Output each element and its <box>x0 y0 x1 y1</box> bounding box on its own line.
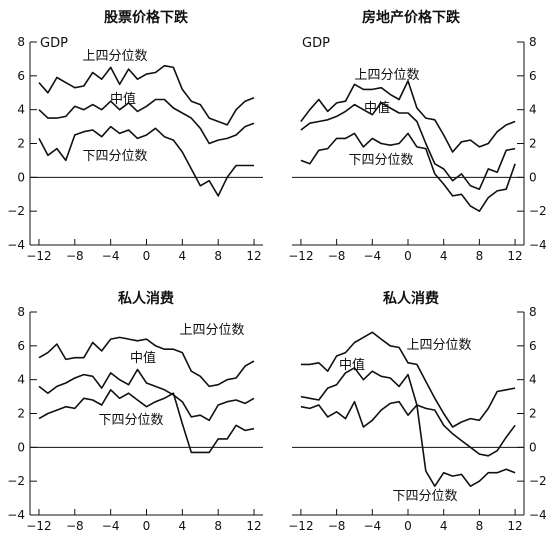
lower-quartile-label: 下四分位数 <box>348 153 413 168</box>
upper-quartile-label: 上四分位数 <box>179 323 244 338</box>
y-tick-label: 4 <box>17 373 25 387</box>
x-tick-label: −12 <box>26 519 51 533</box>
upper-quartile-line <box>300 331 516 428</box>
upper-quartile-line <box>300 80 516 153</box>
median-line <box>38 368 255 422</box>
x-tick-label: −12 <box>288 519 313 533</box>
x-tick-label: −4 <box>102 519 120 533</box>
upper-quartile-label: 上四分位数 <box>354 68 419 83</box>
x-tick-label: 8 <box>214 519 222 533</box>
y-tick-label: −4 <box>529 508 547 522</box>
x-tick-label: 12 <box>246 519 261 533</box>
panel-title: 股票价格下跌 <box>104 9 189 26</box>
median-label: 中值 <box>130 350 156 366</box>
y-tick-label: 2 <box>529 407 537 421</box>
y-tick-label: −2 <box>529 474 547 488</box>
x-tick-label: 4 <box>179 519 187 533</box>
median-line <box>300 102 516 190</box>
x-tick-label: −12 <box>288 249 313 263</box>
x-tick-label: 0 <box>404 519 412 533</box>
x-tick-label: −4 <box>363 249 381 263</box>
y-tick-label: −2 <box>7 474 25 488</box>
lower-quartile-label: 下四分位数 <box>82 149 147 164</box>
x-tick-label: 8 <box>476 519 484 533</box>
x-tick-label: 12 <box>246 249 261 263</box>
median-label: 中值 <box>110 91 136 107</box>
panel-title: 房地产价格下跌 <box>362 9 461 26</box>
y-tick-label: 0 <box>529 170 537 184</box>
upper-quartile-label: 上四分位数 <box>406 338 471 353</box>
y-tick-label: 4 <box>17 103 25 117</box>
y-tick-label: 8 <box>529 35 537 49</box>
x-tick-label: 12 <box>507 519 522 533</box>
x-tick-label: 0 <box>404 249 412 263</box>
median-label: 中值 <box>364 100 390 116</box>
x-tick-label: 12 <box>507 249 522 263</box>
x-tick-label: −8 <box>66 249 84 263</box>
x-tick-label: −4 <box>102 249 120 263</box>
median-line <box>38 98 255 145</box>
panel-house-price-decline: 房地产价格下跌 −4 −2 0 2 4 6 8 −12 −8 −4 0 4 8 12 GDP 上四分位数中值下四… <box>288 9 546 263</box>
y-tick-label: 2 <box>529 137 537 151</box>
y-tick-label: −2 <box>529 204 547 218</box>
y-tick-label: 0 <box>17 170 25 184</box>
lower-quartile-label: 下四分位数 <box>98 413 163 428</box>
lower-quartile-line <box>38 125 254 197</box>
x-tick-label: −4 <box>363 519 381 533</box>
y-tick-label: 0 <box>17 440 25 454</box>
y-tick-label: 4 <box>529 373 537 387</box>
lower-quartile-line <box>38 388 255 454</box>
upper-quartile-line <box>38 64 255 126</box>
x-tick-label: −8 <box>66 519 84 533</box>
x-tick-label: −8 <box>328 519 346 533</box>
y-tick-label: 6 <box>529 69 537 83</box>
lower-quartile-line <box>300 400 516 488</box>
axis-label: GDP <box>40 36 68 51</box>
y-tick-label: 8 <box>17 35 25 49</box>
axis-label: GDP <box>302 36 330 51</box>
y-tick-label: 0 <box>529 440 537 454</box>
upper-quartile-label: 上四分位数 <box>82 49 147 64</box>
panel-title: 私人消费 <box>383 290 439 307</box>
lower-quartile-label: 下四分位数 <box>392 489 457 504</box>
median-label: 中值 <box>339 357 365 373</box>
y-tick-label: 6 <box>17 69 25 83</box>
y-tick-label: 4 <box>529 103 537 117</box>
upper-quartile-line <box>38 336 255 388</box>
lower-quartile-line <box>300 132 516 212</box>
y-tick-label: 6 <box>17 339 25 353</box>
y-tick-label: 6 <box>529 339 537 353</box>
x-tick-label: 4 <box>440 519 448 533</box>
x-tick-label: 4 <box>440 249 448 263</box>
x-tick-label: 4 <box>179 249 187 263</box>
x-tick-label: 0 <box>143 249 151 263</box>
x-tick-label: 8 <box>214 249 222 263</box>
y-tick-label: 2 <box>17 407 25 421</box>
y-tick-label: −2 <box>7 204 25 218</box>
x-tick-label: −12 <box>26 249 51 263</box>
x-tick-label: 8 <box>476 249 484 263</box>
y-tick-label: −4 <box>529 238 547 252</box>
panel-stock-price-decline: 股票价格下跌 −4 −2 0 2 4 6 8 −12 −8 −4 0 4 8 12 GDP 上四分位数中值下四分… <box>7 9 263 263</box>
x-tick-label: −8 <box>328 249 346 263</box>
y-tick-label: −4 <box>7 238 25 252</box>
y-tick-label: 8 <box>529 305 537 319</box>
panel-title: 私人消费 <box>118 290 174 307</box>
y-tick-label: −4 <box>7 508 25 522</box>
x-tick-label: 0 <box>143 519 151 533</box>
y-tick-label: 8 <box>17 305 25 319</box>
median-line <box>300 366 516 457</box>
y-tick-label: 2 <box>17 137 25 151</box>
